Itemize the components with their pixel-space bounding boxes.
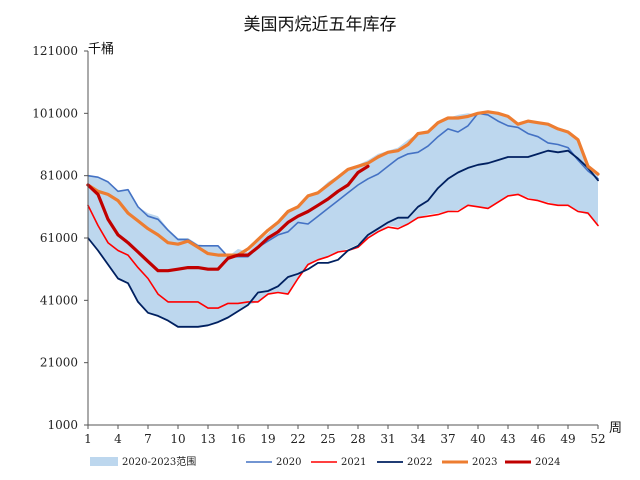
y-unit-label: 千桶	[88, 42, 114, 57]
x-tick-label: 31	[380, 432, 395, 446]
x-tick-label: 22	[290, 432, 305, 446]
x-tick-label: 4	[114, 432, 122, 446]
x-tick-label: 16	[230, 432, 245, 446]
x-tick-label: 13	[200, 432, 215, 446]
legend-label-2021: 2021	[341, 457, 366, 468]
legend: 2020-2023范围 2020 2021 2022 2023 2024	[90, 455, 560, 468]
series-line-2022	[87, 149, 599, 328]
x-tick-label: 7	[144, 432, 152, 446]
x-tick-label: 37	[440, 432, 455, 446]
x-tick-label: 19	[260, 432, 275, 446]
legend-swatch-band	[90, 457, 118, 466]
legend-item-band: 2020-2023范围	[90, 455, 196, 468]
x-tick-label: 25	[320, 432, 335, 446]
series-layer	[86, 110, 600, 328]
x-tick-label: 1	[84, 432, 92, 446]
y-tick-label: 41000	[40, 293, 78, 307]
x-tick-label: 40	[470, 432, 485, 446]
chart-title: 美国丙烷近五年库存	[244, 15, 397, 35]
x-tick-label: 10	[170, 432, 185, 446]
y-tick-label: 101000	[32, 106, 78, 120]
x-ticks: 1 4 7 10 13 16 19 22 25 28 31 34 37 40 43 46 49 52	[84, 425, 606, 446]
y-ticks: 1000 21000 41000 61000 81000 101000 121000	[32, 44, 88, 432]
legend-label-band: 2020-2023范围	[122, 455, 196, 468]
legend-item-2023: 2023	[442, 457, 497, 468]
legend-item-2020: 2020	[246, 457, 301, 468]
x-unit-label: 周	[609, 421, 622, 436]
legend-item-2021: 2021	[311, 457, 366, 468]
series-line-2024	[86, 164, 370, 273]
legend-label-2023: 2023	[472, 457, 497, 468]
y-tick-label: 21000	[40, 356, 78, 370]
legend-item-2022: 2022	[377, 457, 432, 468]
x-tick-label: 28	[350, 432, 365, 446]
range-band	[88, 111, 598, 327]
legend-label-2024: 2024	[535, 457, 560, 468]
y-tick-label: 1000	[47, 418, 78, 432]
x-tick-label: 49	[560, 432, 575, 446]
x-tick-label: 46	[530, 432, 545, 446]
x-tick-label: 43	[500, 432, 515, 446]
x-tick-label: 34	[410, 432, 426, 446]
legend-label-2022: 2022	[407, 457, 432, 468]
x-tick-label: 52	[590, 432, 605, 446]
series-line-2023	[86, 110, 600, 257]
series-line-2020	[87, 112, 599, 258]
y-tick-label: 61000	[40, 231, 78, 245]
legend-label-2020: 2020	[276, 457, 301, 468]
y-tick-label: 121000	[32, 44, 78, 58]
plot-area: 1000 21000 41000 61000 81000 101000 121000 1 4 7…	[32, 44, 605, 446]
legend-item-2024: 2024	[505, 457, 560, 468]
series-line-2021	[87, 193, 599, 309]
y-tick-label: 81000	[40, 169, 78, 183]
